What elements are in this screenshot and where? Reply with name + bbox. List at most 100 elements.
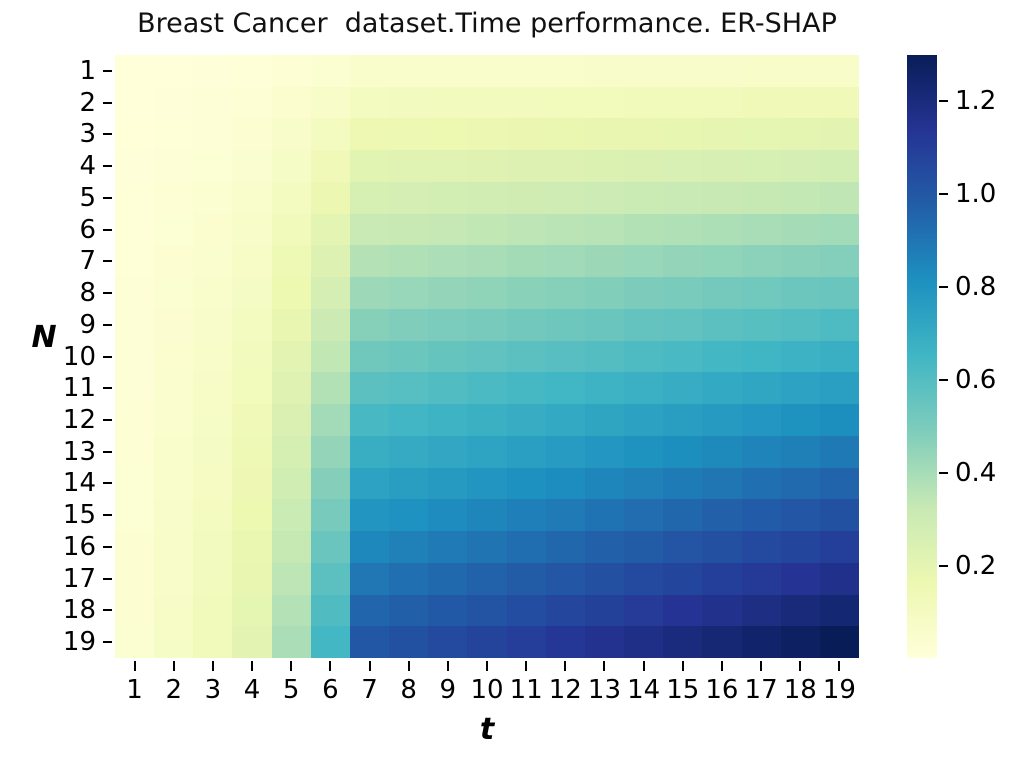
y-tick-label: 1: [79, 55, 96, 86]
heatmap-cell: [193, 340, 233, 373]
heatmap-cell: [545, 181, 585, 214]
heatmap-cell: [741, 277, 781, 309]
heatmap-cell: [428, 213, 468, 246]
heatmap-cell: [310, 150, 350, 182]
heatmap-cell: [232, 626, 272, 658]
heatmap-cell: [819, 499, 859, 532]
heatmap-cell: [232, 245, 272, 278]
y-tick-mark: [103, 196, 112, 199]
heatmap-cell: [467, 404, 507, 436]
heatmap-cell: [310, 308, 350, 341]
heatmap-cell: [624, 277, 664, 309]
heatmap-cell: [428, 594, 468, 627]
heatmap-cell: [780, 340, 820, 373]
heatmap-cell: [428, 435, 468, 468]
heatmap-cell: [663, 531, 703, 563]
colorbar-tick-mark: [939, 379, 948, 382]
heatmap-cell: [506, 150, 546, 182]
heatmap-cell: [271, 404, 311, 436]
heatmap-cell: [154, 435, 194, 468]
heatmap-cell: [780, 213, 820, 246]
heatmap-cell: [545, 277, 585, 309]
heatmap-cell: [819, 277, 859, 309]
heatmap-cell: [741, 467, 781, 500]
heatmap-cell: [389, 562, 429, 595]
heatmap-cell: [467, 308, 507, 341]
heatmap-cell: [115, 181, 155, 214]
heatmap-cell: [154, 245, 194, 278]
heatmap-cell: [741, 626, 781, 658]
heatmap-cell: [624, 435, 664, 468]
heatmap-cell: [702, 213, 742, 246]
heatmap-grid: [115, 55, 859, 658]
heatmap-cell: [349, 213, 390, 246]
heatmap-cell: [545, 531, 585, 563]
heatmap-cell: [389, 467, 429, 500]
heatmap-cell: [702, 181, 742, 214]
heatmap-cell: [193, 308, 233, 341]
heatmap-cell: [310, 181, 350, 214]
heatmap-cell: [349, 340, 390, 373]
heatmap-cell: [271, 150, 311, 182]
heatmap-cell: [467, 467, 507, 500]
heatmap-cell: [349, 562, 390, 595]
heatmap-cell: [624, 467, 664, 500]
heatmap-cell: [310, 86, 350, 119]
heatmap-cell: [819, 86, 859, 119]
heatmap-cell: [310, 626, 350, 658]
x-tick-label: 3: [204, 675, 222, 705]
heatmap-cell: [115, 213, 155, 246]
heatmap-cell: [271, 467, 311, 500]
heatmap-cell: [467, 531, 507, 563]
x-tick-mark: [290, 661, 293, 671]
heatmap-cell: [349, 467, 390, 500]
y-tick-mark: [103, 260, 112, 263]
heatmap-cell: [624, 562, 664, 595]
heatmap-cell: [624, 308, 664, 341]
heatmap-cell: [584, 626, 625, 658]
heatmap-cell: [232, 404, 272, 436]
heatmap-cell: [428, 308, 468, 341]
heatmap-cell: [741, 55, 781, 87]
heatmap-cell: [115, 467, 155, 500]
heatmap-cell: [584, 55, 625, 87]
x-tick-label: 10: [470, 675, 504, 705]
heatmap-cell: [154, 467, 194, 500]
y-tick-label: 10: [62, 341, 96, 372]
heatmap-cell: [154, 150, 194, 182]
heatmap-cell: [271, 594, 311, 627]
heatmap-cell: [702, 626, 742, 658]
heatmap-cell: [271, 55, 311, 87]
y-tick-mark: [103, 609, 112, 612]
heatmap-cell: [310, 245, 350, 278]
heatmap-cell: [819, 213, 859, 246]
y-tick-label: 16: [62, 531, 96, 562]
y-tick-mark: [103, 228, 112, 231]
x-tick-label: 2: [165, 675, 182, 705]
heatmap-cell: [702, 531, 742, 563]
heatmap-cell: [819, 626, 859, 658]
heatmap-cell: [584, 404, 625, 436]
x-tick-mark: [603, 661, 606, 671]
heatmap-cell: [545, 118, 585, 151]
heatmap-cell: [193, 245, 233, 278]
heatmap-cell: [545, 626, 585, 658]
heatmap-cell: [271, 308, 311, 341]
heatmap-cell: [819, 594, 859, 627]
heatmap-cell: [584, 435, 625, 468]
x-tick-mark: [681, 661, 684, 671]
heatmap-cell: [506, 55, 546, 87]
heatmap-cell: [467, 150, 507, 182]
x-tick-label: 12: [548, 675, 582, 705]
x-tick-mark: [133, 661, 136, 671]
x-tick-label: 4: [243, 675, 261, 705]
x-tick-label: 5: [282, 675, 300, 705]
heatmap-cell: [584, 245, 625, 278]
heatmap-cell: [545, 499, 585, 532]
heatmap-cell: [389, 531, 429, 563]
heatmap-cell: [467, 499, 507, 532]
y-tick-label: 2: [79, 87, 96, 118]
heatmap-cell: [780, 118, 820, 151]
heatmap-cell: [389, 213, 429, 246]
heatmap-cell: [428, 181, 468, 214]
